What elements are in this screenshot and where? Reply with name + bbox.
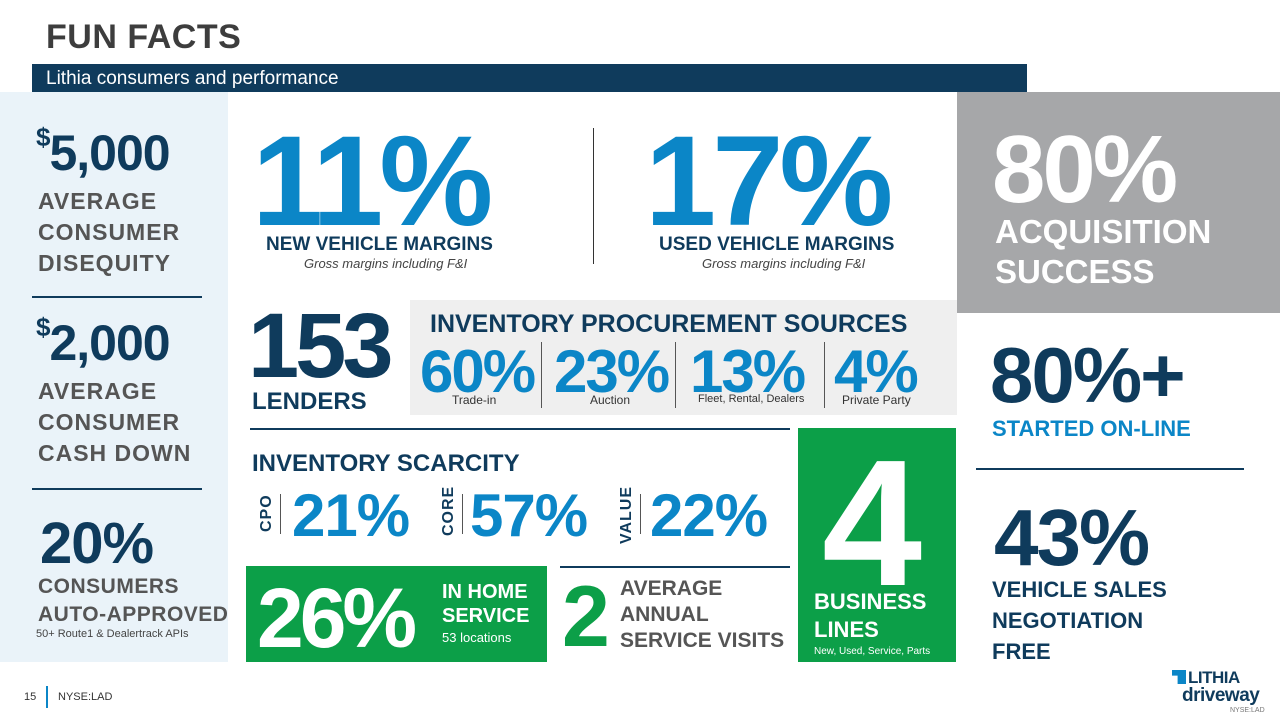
scarcity-value-cpo: 21% — [292, 482, 410, 549]
lenders-value: 153 — [248, 295, 393, 397]
procurement-label-fleet: Fleet, Rental, Dealers — [698, 393, 805, 405]
business-lines-panel — [798, 428, 956, 662]
page-title: FUN FACTS — [46, 18, 242, 56]
logo-lithia: LITHIA — [1188, 668, 1240, 687]
auto-approved-label: CONSUMERS AUTO-APPROVED — [38, 575, 229, 626]
procurement-value-auction: 23% — [554, 338, 670, 405]
page-subtitle: Lithia consumers and performance — [46, 68, 339, 89]
home-service-panel — [246, 566, 547, 662]
footer-divider — [46, 686, 48, 708]
left-stats-panel — [0, 92, 228, 662]
acquisition-value: 80% — [992, 116, 1178, 223]
procurement-label-private: Private Party — [842, 393, 911, 407]
online-value: 80%+ — [990, 331, 1186, 419]
scarcity-value-core: 57% — [470, 482, 588, 549]
new-margin-label: NEW VEHICLE MARGINS — [266, 234, 493, 255]
scarcity-sep-1 — [280, 494, 281, 534]
scarcity-sep-2 — [462, 494, 463, 534]
service-visits-value: 2 — [562, 569, 610, 665]
new-margin-note: Gross margins including F&I — [304, 256, 468, 271]
footer-ticker: NYSE:LAD — [58, 691, 113, 703]
new-margin-value: 11% — [252, 110, 493, 253]
procurement-divider-3 — [824, 342, 825, 408]
lenders-label: LENDERS — [252, 388, 367, 415]
scarcity-title: INVENTORY SCARCITY — [252, 450, 520, 477]
cash-down-value: $2,000 — [36, 312, 171, 371]
home-service-label: IN HOME SERVICE — [442, 581, 530, 627]
procurement-divider-1 — [541, 342, 542, 408]
logo-ticker: NYSE:LAD — [1230, 707, 1265, 714]
procurement-value-private: 4% — [834, 338, 919, 405]
logo-driveway: driveway — [1182, 685, 1260, 706]
margins-divider — [593, 128, 594, 264]
negotiation-value: 43% — [994, 493, 1150, 582]
procurement-panel — [410, 300, 957, 415]
used-margin-note: Gross margins including F&I — [702, 256, 866, 271]
home-service-value: 26% — [257, 571, 417, 665]
negotiation-label: VEHICLE SALES NEGOTIATION FREE — [992, 577, 1167, 664]
scarcity-label-cpo: CPO — [258, 494, 275, 532]
page-number: 15 — [24, 691, 37, 703]
scarcity-label-value: VALUE — [618, 485, 635, 544]
logo-mark-icon — [1172, 670, 1186, 684]
cash-down-label: AVERAGE CONSUMER CASH DOWN — [38, 378, 192, 466]
scarcity-value-value: 22% — [650, 482, 768, 549]
business-lines-value: 4 — [822, 423, 923, 624]
left-divider-1 — [32, 296, 202, 298]
auto-approved-value: 20% — [40, 511, 154, 576]
service-visits-divider — [560, 566, 790, 568]
procurement-value-tradein: 60% — [420, 338, 536, 405]
business-lines-note: New, Used, Service, Parts — [814, 646, 931, 657]
auto-approved-note: 50+ Route1 & Dealertrack APIs — [36, 628, 189, 640]
disequity-value: $5,000 — [36, 122, 171, 181]
used-margin-value: 17% — [645, 110, 893, 253]
acquisition-panel — [957, 92, 1280, 313]
procurement-label-tradein: Trade-in — [452, 393, 497, 407]
home-service-note: 53 locations — [442, 630, 512, 645]
subtitle-bar — [32, 64, 1027, 92]
right-divider — [976, 468, 1244, 470]
lithia-driveway-logo: LITHIA driveway NYSE:LAD — [1172, 668, 1272, 718]
scarcity-label-core: CORE — [440, 485, 457, 536]
left-divider-2 — [32, 488, 202, 490]
scarcity-divider — [250, 428, 790, 430]
procurement-value-fleet: 13% — [690, 338, 806, 405]
service-visits-label: AVERAGE ANNUAL SERVICE VISITS — [620, 577, 785, 652]
scarcity-sep-3 — [640, 494, 641, 534]
acquisition-label: ACQUISITION SUCCESS — [995, 213, 1212, 290]
procurement-divider-2 — [675, 342, 676, 408]
online-label: STARTED ON-LINE — [992, 416, 1191, 441]
disequity-label: AVERAGE CONSUMER DISEQUITY — [38, 188, 181, 276]
procurement-label-auction: Auction — [590, 393, 631, 407]
used-margin-label: USED VEHICLE MARGINS — [659, 234, 895, 255]
procurement-title: INVENTORY PROCUREMENT SOURCES — [430, 310, 908, 338]
business-lines-label: BUSINESS LINES — [814, 589, 927, 642]
